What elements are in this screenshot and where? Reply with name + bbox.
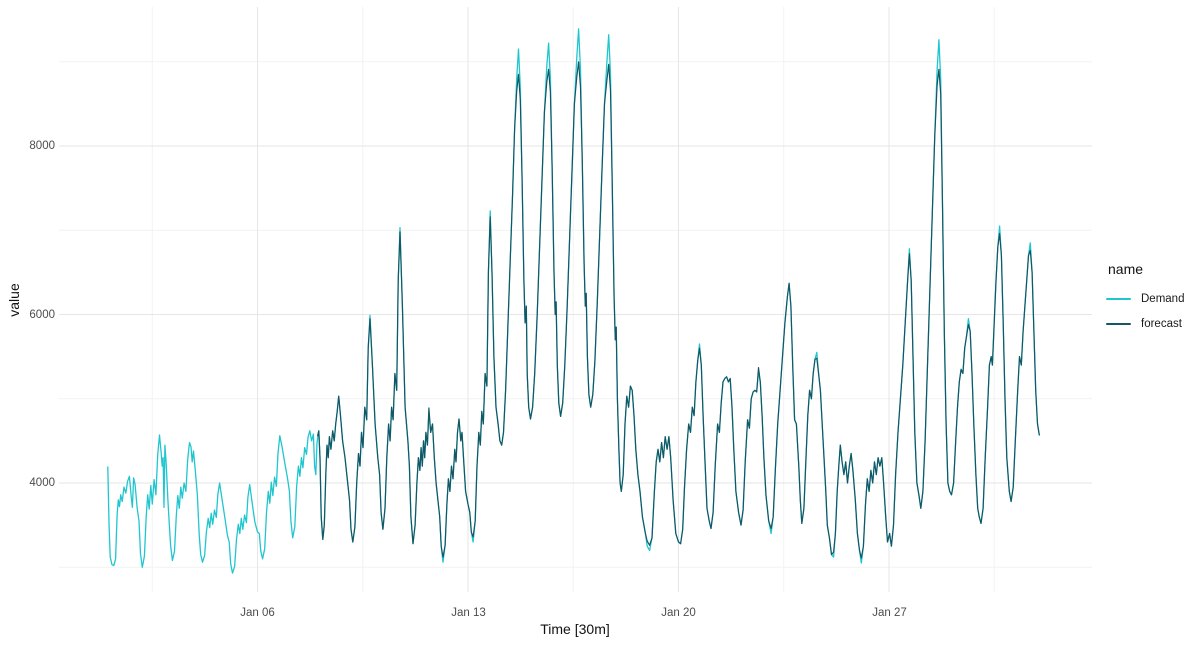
forecast-line	[317, 61, 1040, 559]
x-axis-title: Time [30m]	[540, 621, 610, 637]
legend-item-forecast: forecast	[1106, 317, 1184, 331]
x-tick-label: Jan 13	[451, 607, 486, 619]
y-tick-label: 8000	[29, 140, 55, 152]
x-tick-label: Jan 27	[872, 607, 907, 619]
demand-line-key-icon	[1106, 297, 1131, 301]
x-tick-label: Jan 06	[240, 607, 275, 619]
legend-item-demand: Demand	[1106, 292, 1184, 306]
y-tick-label: 4000	[29, 477, 55, 489]
x-tick-label: Jan 20	[661, 607, 696, 619]
forecast-line-key-icon	[1106, 322, 1131, 326]
y-axis-title: value	[6, 283, 22, 317]
legend: name Demand forecast	[1106, 261, 1184, 342]
legend-label-demand: Demand	[1141, 293, 1185, 305]
y-tick-label: 6000	[29, 309, 55, 321]
legend-label-forecast: forecast	[1141, 318, 1182, 330]
legend-title: name	[1108, 261, 1144, 277]
